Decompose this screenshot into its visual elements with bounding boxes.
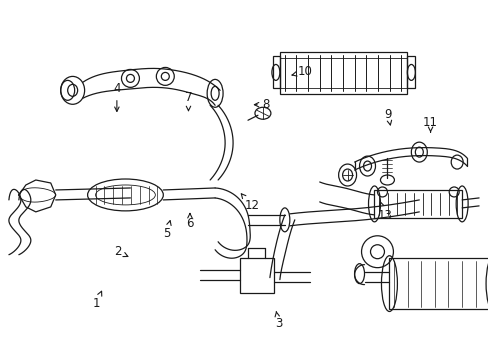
- Text: 3: 3: [274, 311, 282, 330]
- Text: 1: 1: [92, 291, 102, 310]
- Text: 7: 7: [184, 91, 192, 111]
- Bar: [279, 53, 407, 94]
- Text: 10: 10: [291, 65, 312, 78]
- Text: 12: 12: [241, 194, 259, 212]
- Text: 4: 4: [113, 82, 121, 112]
- Text: 5: 5: [163, 221, 171, 240]
- Text: 13: 13: [377, 202, 391, 222]
- Text: 11: 11: [422, 116, 437, 132]
- Bar: [374, 190, 461, 218]
- Bar: [272, 57, 279, 88]
- Bar: [407, 57, 414, 88]
- Bar: [388, 258, 488, 310]
- Bar: [240, 258, 273, 293]
- Text: 8: 8: [254, 98, 269, 111]
- Text: 2: 2: [114, 245, 127, 258]
- Text: 9: 9: [384, 108, 391, 125]
- Text: 6: 6: [186, 213, 193, 230]
